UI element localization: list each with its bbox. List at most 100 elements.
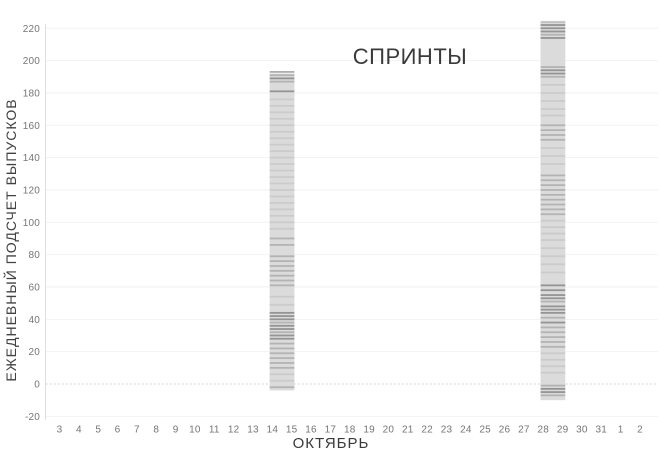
x-tick-label-27: 27 [518, 425, 530, 436]
bar-stripe [269, 195, 295, 198]
bar-stripe [269, 311, 295, 314]
bar-stripe [540, 108, 566, 111]
x-tick-label-18: 18 [344, 425, 356, 436]
x-tick-label-12: 12 [228, 425, 240, 436]
bar-stripe [269, 255, 295, 258]
x-tick-label-4: 4 [76, 425, 82, 436]
x-tick-label-31: 31 [596, 425, 608, 436]
y-axis-title: ЕЖЕДНЕВНЫЙ ПОДСЧЕТ ВЫПУСКОВ [3, 98, 19, 382]
sprint-bar-oct-14-15[interactable] [269, 71, 295, 391]
bar-stripe [540, 174, 566, 177]
x-tick-label-20: 20 [383, 425, 395, 436]
bar-stripe [269, 90, 295, 93]
bar-stripe [269, 77, 295, 80]
bar-stripe [269, 130, 295, 133]
bar-stripe [540, 263, 566, 266]
bar-stripe [269, 284, 295, 287]
bar-stripe [540, 394, 566, 397]
bar-stripe [540, 69, 566, 72]
bar-stripe [269, 366, 295, 369]
bar-stripe [540, 226, 566, 229]
bar-stripe [269, 386, 295, 389]
x-tick-label-21: 21 [402, 425, 414, 436]
bar-stripe [540, 83, 566, 86]
bar-stripe [540, 129, 566, 132]
bar-stripe [269, 111, 295, 114]
bar-base [540, 21, 566, 401]
bar-stripe [540, 371, 566, 374]
bar-stripe [269, 279, 295, 282]
bar-stripe [269, 237, 295, 240]
x-tick-label-5: 5 [95, 425, 101, 436]
bar-stripe [540, 92, 566, 94]
x-tick-label-10: 10 [189, 425, 201, 436]
y-tick-label--20: -20 [25, 412, 40, 423]
bar-stripe [540, 387, 566, 390]
bar-stripe [540, 100, 566, 102]
bar-base [269, 73, 295, 391]
bar-stripe [540, 341, 566, 343]
bar-stripe [269, 71, 295, 73]
bar-stripe [269, 201, 295, 204]
bar-stripe [269, 274, 295, 277]
bar-stripe [540, 213, 566, 216]
bar-stripe [540, 239, 566, 241]
bar-stripe [269, 324, 295, 327]
x-axis-title: ОКТЯБРЬ [292, 435, 370, 452]
bar-stripe [540, 352, 566, 355]
y-tick-label-120: 120 [23, 185, 41, 196]
bar-stripe [269, 244, 295, 246]
bar-stripe [540, 114, 566, 117]
bar-stripe [269, 150, 295, 153]
bar-stripe [269, 265, 295, 267]
bar-stripe [269, 156, 295, 159]
bar-stripe [540, 308, 566, 311]
bar-stripe [269, 80, 295, 83]
bar-stripe [540, 134, 566, 136]
bar-stripe [540, 297, 566, 300]
bar-stripe [269, 176, 295, 178]
bar-stripe [540, 193, 566, 196]
bar-stripe [540, 189, 566, 191]
bar-stripe [540, 358, 566, 361]
bar-stripe [540, 345, 566, 348]
y-tick-label-220: 220 [23, 24, 41, 35]
bar-stripe [540, 300, 566, 303]
bar-stripe [269, 318, 295, 321]
y-tick-label-140: 140 [23, 153, 41, 164]
bar-stripe [540, 316, 566, 319]
x-tick-label-2: 2 [637, 425, 643, 436]
x-tick-label-16: 16 [305, 425, 317, 436]
bar-stripe [540, 208, 566, 211]
x-tick-label-22: 22 [421, 425, 433, 436]
x-tick-label-23: 23 [441, 425, 453, 436]
bar-stripe [269, 334, 295, 337]
x-tick-label-7: 7 [134, 425, 140, 436]
bar-stripe [540, 155, 566, 157]
bar-stripe [540, 163, 566, 165]
bar-stripe [540, 124, 566, 127]
sprint-bar-oct-28-29[interactable] [540, 20, 566, 401]
bar-stripe [269, 295, 295, 298]
bar-stripe [540, 391, 566, 393]
bar-stripe [269, 352, 295, 355]
bar-stripe [269, 104, 295, 107]
bar-stripe [540, 27, 566, 30]
bar-stripe [269, 379, 295, 382]
bar-stripe [540, 138, 566, 141]
bar-stripe [269, 221, 295, 224]
x-tick-label-14: 14 [267, 425, 279, 436]
x-tick-label-8: 8 [153, 425, 159, 436]
bar-stripe [269, 227, 295, 230]
bar-stripe [540, 184, 566, 187]
bar-stripe [269, 362, 295, 364]
bar-stripe [269, 182, 295, 185]
bar-stripe [540, 247, 566, 250]
x-tick-label-15: 15 [286, 425, 298, 436]
x-tick-label-26: 26 [499, 425, 511, 436]
x-tick-label-25: 25 [479, 425, 491, 436]
y-tick-label-20: 20 [28, 347, 40, 358]
bar-stripe [540, 331, 566, 334]
bar-stripe [269, 169, 295, 172]
